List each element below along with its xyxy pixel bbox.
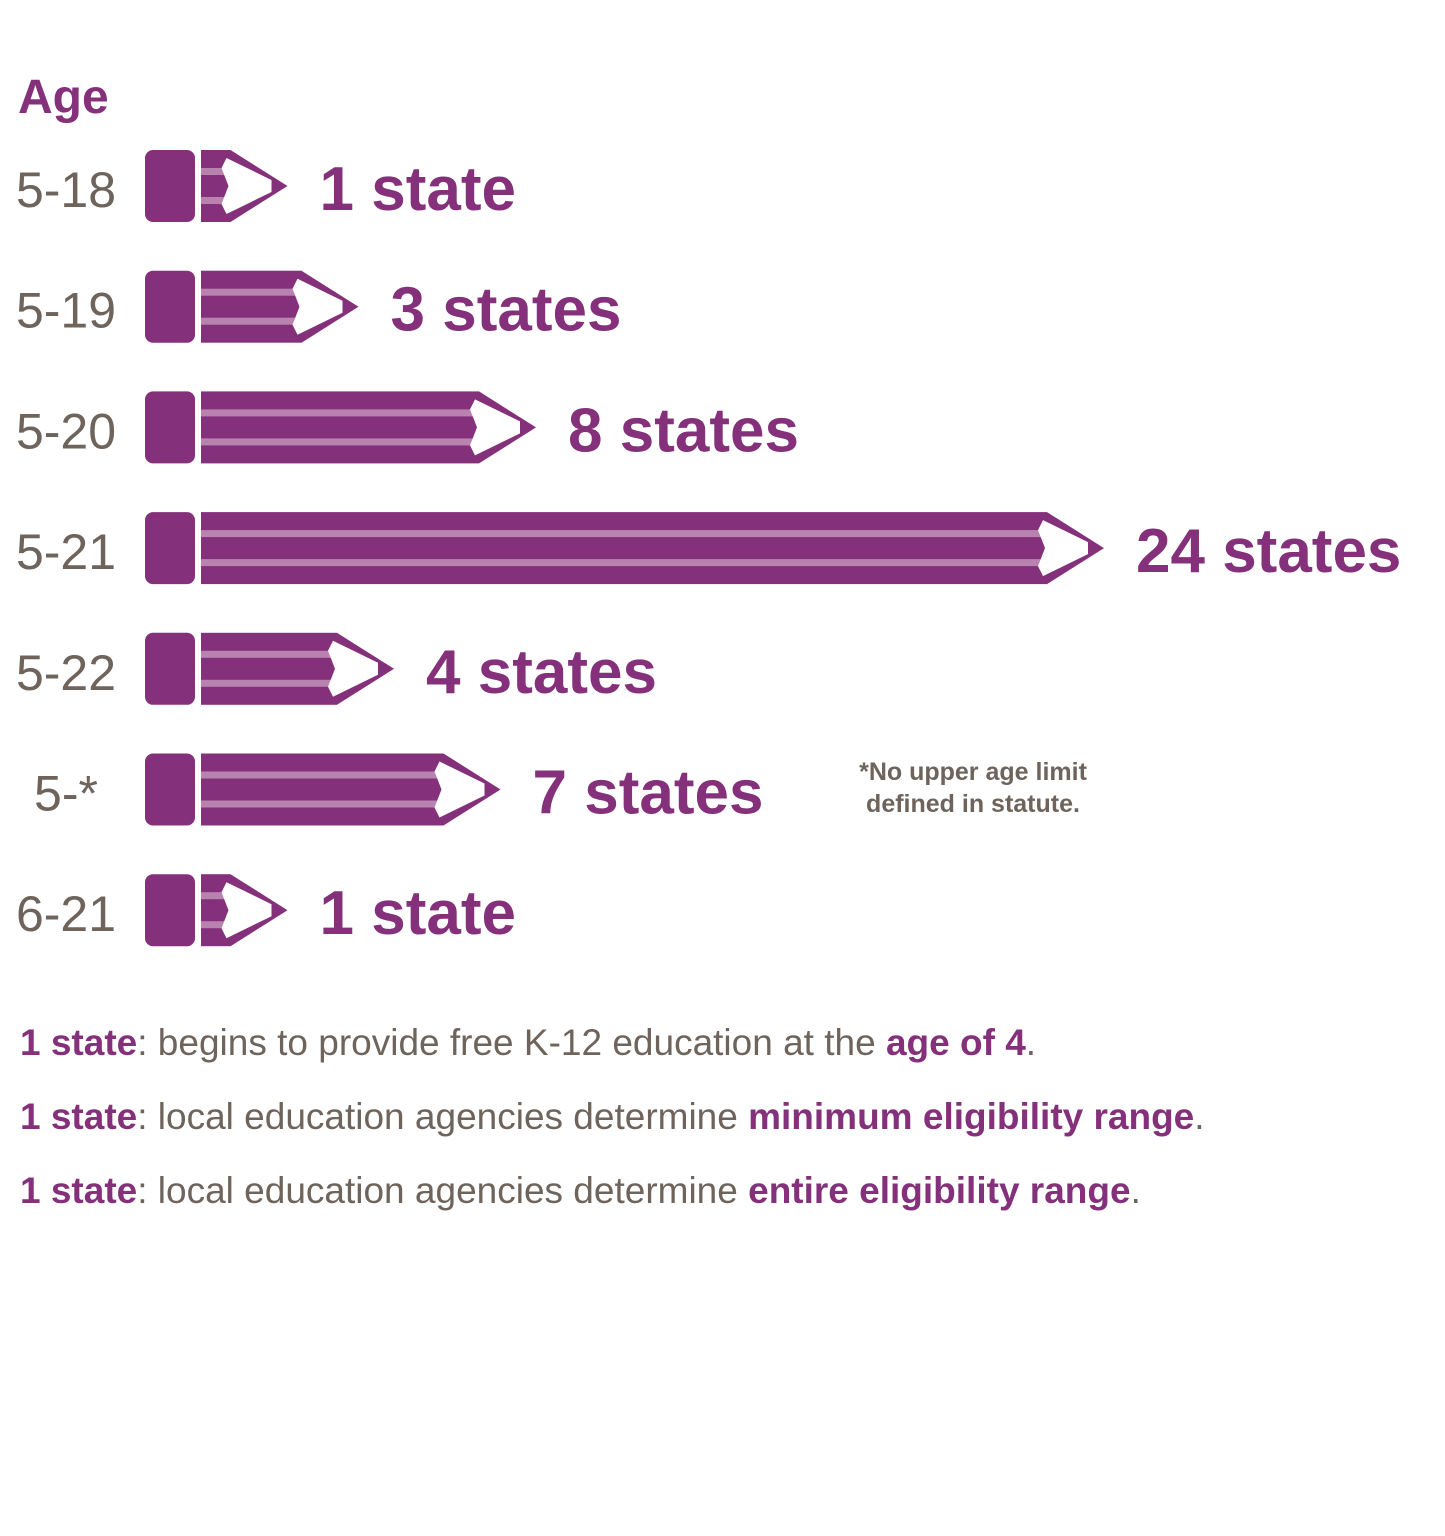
value-label: 8 states	[568, 396, 799, 465]
pencil-eraser	[145, 512, 195, 585]
pencil-stripe	[201, 800, 444, 808]
pencil-wood	[328, 640, 378, 697]
pencil-stripe	[201, 559, 1047, 567]
pencil-eraser	[145, 753, 195, 826]
note-1: 1 state: begins to provide free K-12 edu…	[20, 1022, 1037, 1063]
pencil-row: 5-21 24 states	[16, 512, 1401, 586]
pencil-stripe	[201, 438, 479, 446]
pencil-bar	[201, 270, 302, 343]
pencil-wood	[292, 278, 343, 335]
pencil-row: 5-20 8 states	[16, 391, 799, 465]
pencil-bar	[201, 391, 479, 464]
pencil-wood	[221, 882, 272, 939]
pencil-eraser	[145, 632, 195, 705]
pencil-wood	[1038, 520, 1088, 577]
pencil-wood	[221, 158, 272, 214]
category-label: 5-21	[16, 524, 116, 580]
pencil-wood	[470, 399, 520, 456]
pencil-stripe	[201, 197, 231, 204]
pencil-eraser	[145, 874, 195, 947]
value-label: 4 states	[426, 638, 657, 707]
category-label: 5-19	[16, 283, 116, 339]
pencil-stripe	[201, 679, 337, 687]
note-3: 1 state: local education agencies determ…	[20, 1170, 1141, 1211]
value-label: 24 states	[1136, 517, 1401, 586]
value-label: 3 states	[391, 276, 622, 345]
category-label: 5-22	[16, 645, 116, 701]
category-label: 6-21	[16, 886, 116, 942]
pencil-stripe	[201, 530, 1047, 538]
pencil-bar	[201, 632, 337, 705]
pencil-stripe	[201, 317, 302, 325]
pencil-row: 5-22 4 states	[16, 632, 657, 707]
value-label: 1 state	[320, 879, 516, 948]
pencil-row: 5-* 7 states	[34, 753, 764, 828]
pencil-eraser	[145, 270, 195, 343]
footnote: *No upper age limit defined in statute.	[859, 758, 1087, 818]
pencil-stripe	[201, 168, 231, 175]
value-label: 7 states	[533, 759, 764, 828]
pencil-row: 5-18 1 state	[16, 150, 516, 224]
pencil-stripe	[201, 288, 302, 296]
pencil-bar	[201, 512, 1047, 585]
pencil-stripe	[201, 409, 479, 417]
pencil-row: 5-19 3 states	[16, 270, 622, 345]
axis-label: Age	[18, 71, 109, 124]
pencil-stripe	[201, 921, 231, 929]
pencil-stripe	[201, 771, 444, 779]
note-2: 1 state: local education agencies determ…	[20, 1096, 1205, 1137]
pencil-wood	[434, 761, 485, 818]
pencil-bar	[201, 753, 444, 826]
pencil-row: 6-21 1 state	[16, 874, 516, 948]
value-label: 1 state	[320, 155, 516, 224]
category-label: 5-20	[16, 403, 116, 459]
category-label: 5-*	[34, 766, 98, 822]
pencil-stripe	[201, 650, 337, 658]
pencil-eraser	[145, 391, 195, 464]
category-label: 5-18	[16, 162, 116, 218]
pencil-stripe	[201, 892, 231, 900]
pencil-eraser	[145, 150, 195, 222]
